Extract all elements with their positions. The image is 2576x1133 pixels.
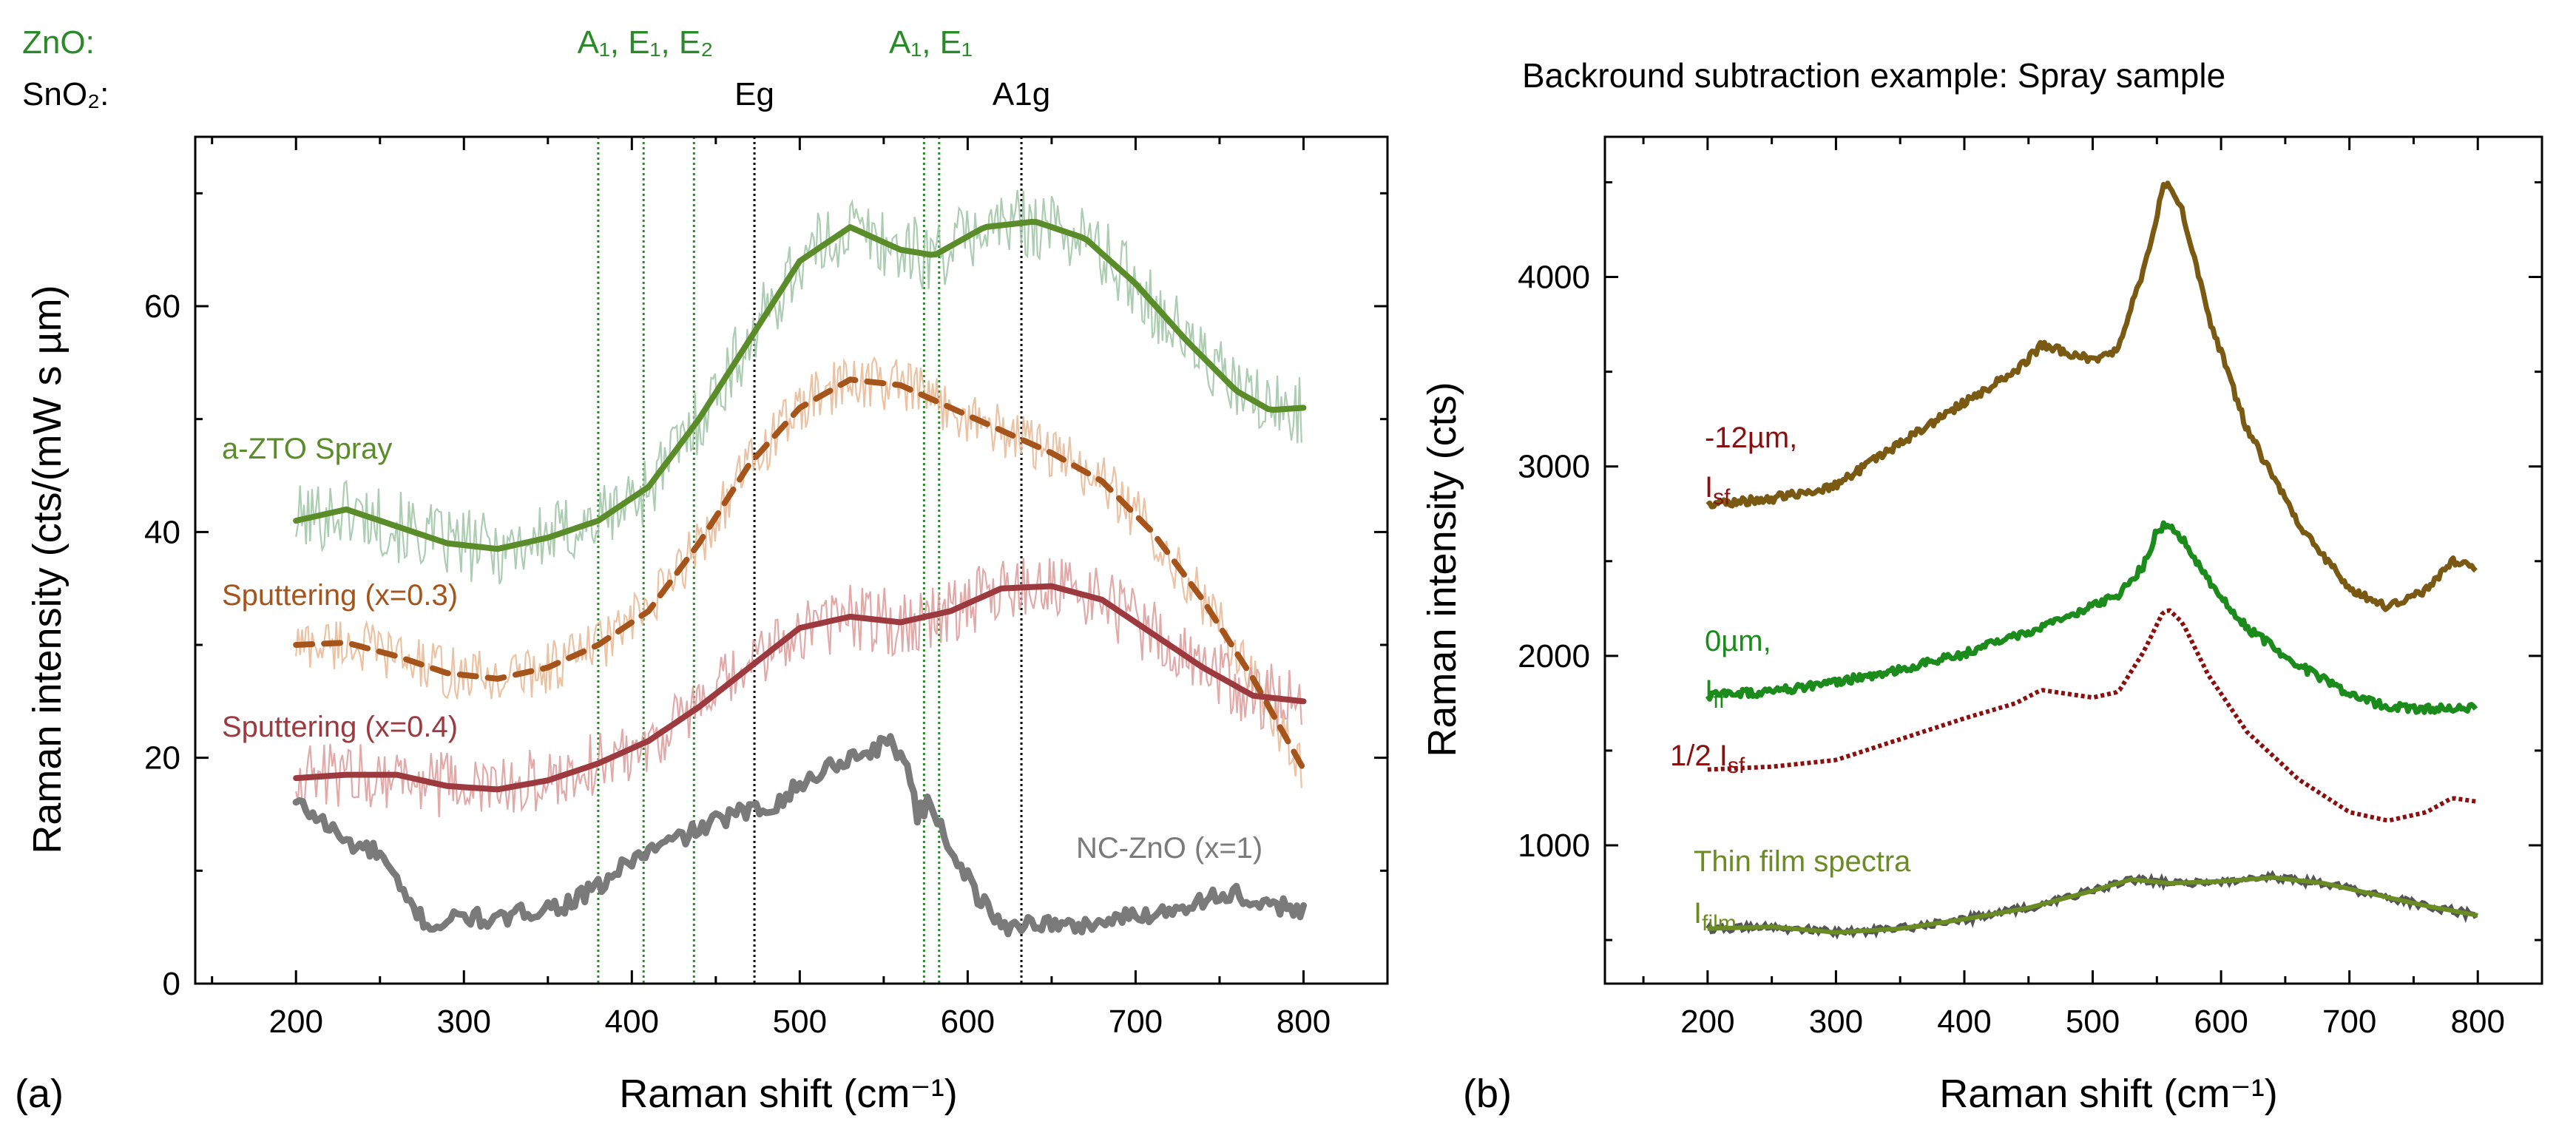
panel-b-tag: (b)	[1463, 1072, 1512, 1116]
panel-a-y-axis-title: Raman intensity (cts/(mW s µm)	[25, 285, 70, 853]
panel-b-x-axis-title: Raman shift (cm⁻¹)	[1939, 1072, 2278, 1116]
zno-mode-label-1: A₁, E₁, E₂	[578, 24, 714, 61]
sno2-row-label: SnO₂:	[22, 76, 109, 112]
series-line-1	[293, 219, 1307, 552]
label-i-sf: Isf	[1705, 471, 1731, 510]
x-tick-label: 200	[269, 1004, 323, 1040]
y-tick-label: 20	[144, 740, 180, 777]
panel-b-chart: 200 300 400 500 600 700 800 1000 2000 3000 4000 Ba…	[1420, 56, 2543, 1116]
mode-line-group	[597, 137, 1023, 984]
y-tick-label: 4000	[1518, 260, 1590, 296]
y-tick-label: 0	[163, 966, 180, 1002]
x-tick-label: 400	[1937, 1004, 1991, 1040]
panel-b-y-axis-title: Raman intensity (cts)	[1420, 382, 1464, 757]
panel-b-ticks: 200 300 400 500 600 700 800 1000 2000 3000 4000	[1518, 137, 2543, 1040]
x-tick-label: 300	[1809, 1004, 1863, 1040]
raw-spectrum-3	[295, 558, 1302, 818]
panel-a-plot-frame	[194, 135, 1389, 985]
x-tick-label: 600	[2194, 1004, 2248, 1040]
panel-a-x-axis-title: Raman shift (cm⁻¹)	[619, 1072, 958, 1116]
y-tick-label: 60	[144, 288, 180, 325]
label-thin-film-spectra: Thin film spectra	[1694, 845, 1911, 878]
film-raw-trace	[1705, 870, 2478, 940]
legend-sputtering-03: Sputtering (x=0.3)	[222, 579, 458, 612]
legend-azto-spray: a-ZTO Spray	[222, 433, 392, 465]
series-line-2	[293, 376, 1307, 772]
panel-b-spectra-group	[1705, 180, 2478, 940]
x-tick-label: 300	[437, 1004, 491, 1040]
y-tick-label: 1000	[1518, 828, 1590, 864]
film-smoothed-trace	[1707, 875, 2478, 935]
x-tick-label: 500	[2066, 1004, 2120, 1040]
x-tick-label: 400	[605, 1004, 659, 1040]
panel-b-title: Backround subtraction example: Spray sam…	[1522, 56, 2225, 95]
label-0um: 0µm,	[1705, 625, 1771, 657]
spectrum-b-1	[1705, 180, 2478, 612]
x-tick-label: 200	[1680, 1004, 1734, 1040]
x-tick-label: 700	[1109, 1004, 1163, 1040]
legend-sputtering-04: Sputtering (x=0.4)	[222, 711, 458, 743]
label-i-ff: Iff	[1705, 674, 1725, 713]
sno2-mode-label-eg: Eg	[734, 76, 774, 112]
x-tick-label: 700	[2322, 1004, 2376, 1040]
raw-spectrum-2	[295, 356, 1302, 788]
panel-a-tag: (a)	[15, 1072, 64, 1116]
y-tick-label: 3000	[1518, 449, 1590, 485]
panel-a-ticks: 200 300 400 500 600 700 800 0 20 40 60	[144, 137, 1389, 1040]
zno-row-label: ZnO:	[22, 24, 95, 61]
spectrum-b-2	[1705, 520, 2478, 715]
x-tick-label: 800	[1277, 1004, 1331, 1040]
y-tick-label: 2000	[1518, 638, 1590, 674]
x-tick-label: 500	[773, 1004, 827, 1040]
smoothed-spectra-group	[292, 219, 1307, 938]
sno2-mode-label-a1g: A1g	[993, 76, 1050, 112]
y-tick-label: 40	[144, 514, 180, 550]
label-half-i-sf: 1/2 Isf	[1670, 740, 1745, 778]
spectrum-b-3	[1707, 608, 2478, 823]
zno-mode-label-2: A₁, E₁	[889, 24, 973, 61]
legend-nc-zno: NC-ZnO (x=1)	[1076, 832, 1262, 865]
x-tick-label: 600	[941, 1004, 995, 1040]
label-minus-12um: -12µm,	[1705, 422, 1797, 454]
label-i-film: Ifilm	[1694, 897, 1737, 936]
series-line-3	[293, 583, 1307, 793]
series-line-4	[292, 733, 1307, 938]
x-tick-label: 800	[2451, 1004, 2505, 1040]
